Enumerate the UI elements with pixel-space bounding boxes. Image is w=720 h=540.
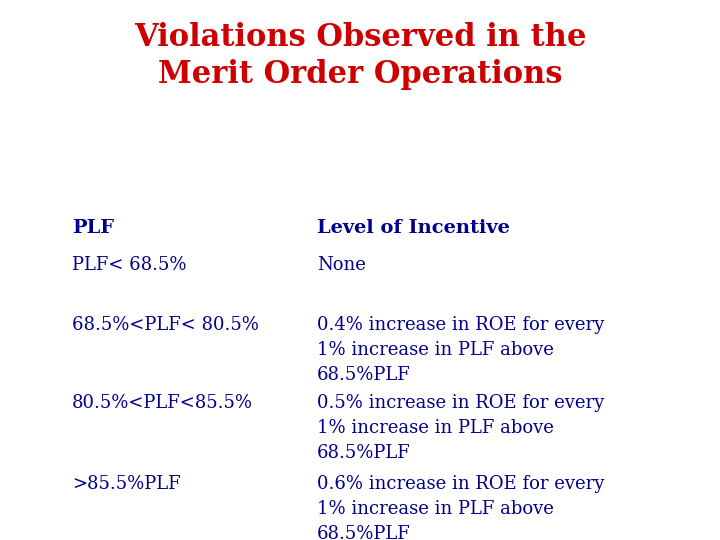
Text: Violations Observed in the
Merit Order Operations: Violations Observed in the Merit Order O… (134, 22, 586, 90)
Text: 0.6% increase in ROE for every
1% increase in PLF above
68.5%PLF: 0.6% increase in ROE for every 1% increa… (317, 475, 604, 540)
Text: 0.4% increase in ROE for every
1% increase in PLF above
68.5%PLF: 0.4% increase in ROE for every 1% increa… (317, 316, 604, 384)
Text: None: None (317, 256, 366, 274)
Text: PLF< 68.5%: PLF< 68.5% (72, 256, 186, 274)
Text: Level of Incentive: Level of Incentive (317, 219, 510, 237)
Text: >85.5%PLF: >85.5%PLF (72, 475, 181, 493)
Text: PLF: PLF (72, 219, 114, 237)
Text: 68.5%<PLF< 80.5%: 68.5%<PLF< 80.5% (72, 316, 259, 334)
Text: 0.5% increase in ROE for every
1% increase in PLF above
68.5%PLF: 0.5% increase in ROE for every 1% increa… (317, 394, 604, 462)
Text: 80.5%<PLF<85.5%: 80.5%<PLF<85.5% (72, 394, 253, 412)
